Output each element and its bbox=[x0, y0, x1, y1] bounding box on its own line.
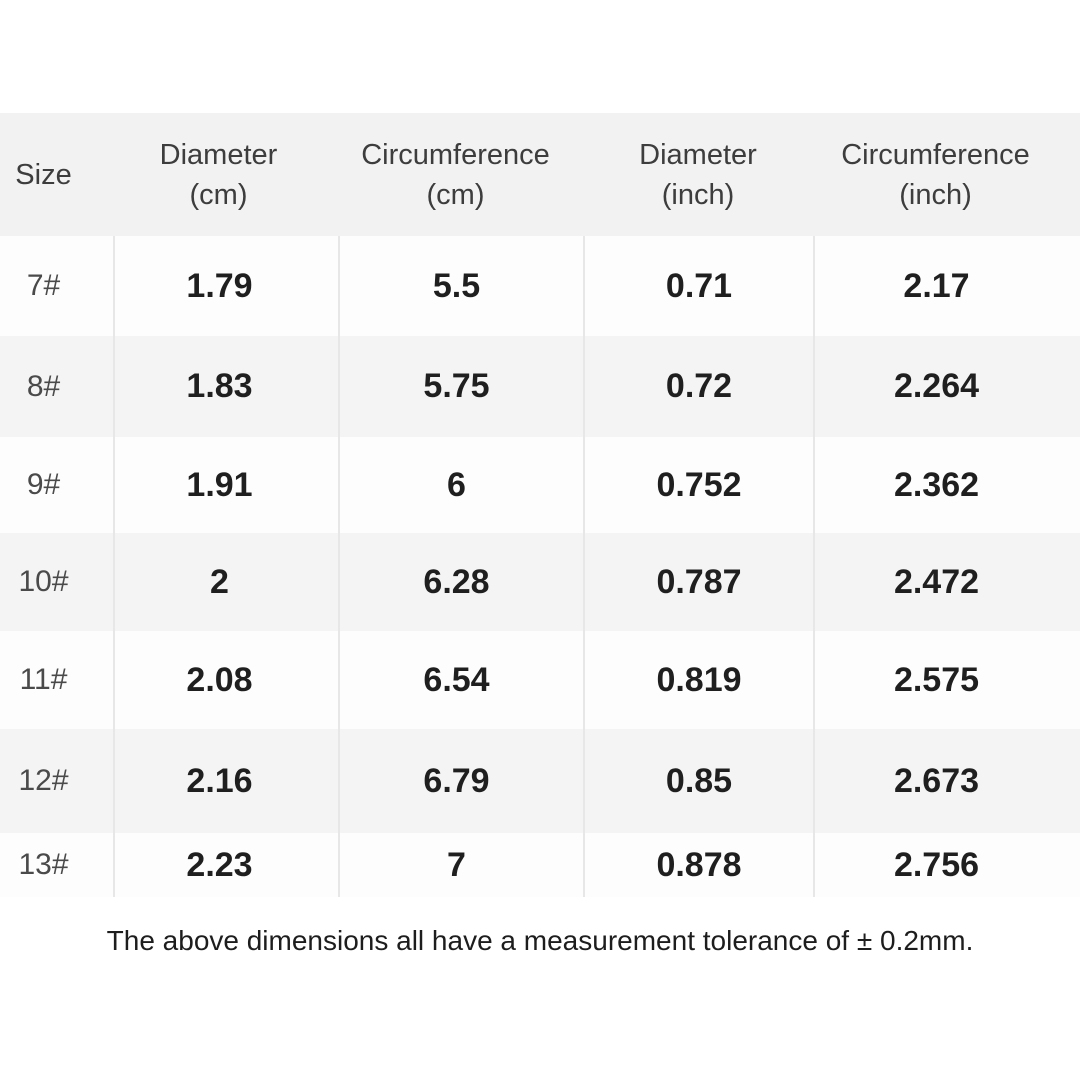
cell-diameter-cm: 1.83 bbox=[113, 336, 338, 437]
cell-circumference-cm: 6.79 bbox=[338, 729, 583, 833]
table-row: 13# 2.23 7 0.878 2.756 bbox=[0, 833, 1080, 897]
table-header-row: Size Diameter (cm) Circumference (cm) Di… bbox=[0, 113, 1080, 236]
cell-circumference-cm: 5.5 bbox=[338, 236, 583, 336]
cell-size: 10# bbox=[18, 565, 69, 598]
header-label-circumference-cm: Circumference bbox=[361, 138, 550, 171]
header-unit-diameter-inch: (inch) bbox=[661, 178, 735, 211]
table-row: 8# 1.83 5.75 0.72 2.264 bbox=[0, 336, 1080, 437]
cell-diameter-cm: 2.16 bbox=[113, 729, 338, 833]
cell-size: 11# bbox=[19, 663, 68, 696]
cell-circumference-inch: 2.362 bbox=[813, 437, 1080, 533]
cell-diameter-inch: 0.71 bbox=[583, 236, 813, 336]
cell-diameter-cm: 1.79 bbox=[113, 236, 338, 336]
header-cell-size: Size bbox=[0, 113, 113, 236]
header-label-diameter-inch: Diameter bbox=[639, 138, 757, 171]
cell-circumference-cm: 7 bbox=[338, 833, 583, 897]
cell-size: 7# bbox=[26, 269, 61, 302]
cell-circumference-cm: 6.28 bbox=[338, 533, 583, 631]
cell-diameter-inch: 0.752 bbox=[583, 437, 813, 533]
cell-diameter-inch: 0.85 bbox=[583, 729, 813, 833]
cell-size: 12# bbox=[18, 764, 69, 797]
header-label-circumference-inch: Circumference bbox=[841, 138, 1030, 171]
header-cell-circumference-inch: Circumference (inch) bbox=[813, 113, 1080, 236]
cell-diameter-inch: 0.787 bbox=[583, 533, 813, 631]
table-row: 12# 2.16 6.79 0.85 2.673 bbox=[0, 729, 1080, 833]
ring-size-chart: Size Diameter (cm) Circumference (cm) Di… bbox=[0, 113, 1080, 897]
cell-circumference-inch: 2.264 bbox=[813, 336, 1080, 437]
header-cell-circumference-cm: Circumference (cm) bbox=[338, 113, 583, 236]
table-row: 11# 2.08 6.54 0.819 2.575 bbox=[0, 631, 1080, 729]
header-cell-diameter-inch: Diameter (inch) bbox=[583, 113, 813, 236]
tolerance-note: The above dimensions all have a measurem… bbox=[106, 925, 974, 956]
cell-circumference-inch: 2.756 bbox=[813, 833, 1080, 897]
table-row: 10# 2 6.28 0.787 2.472 bbox=[0, 533, 1080, 631]
cell-diameter-cm: 2.08 bbox=[113, 631, 338, 729]
table-row: 7# 1.79 5.5 0.71 2.17 bbox=[0, 236, 1080, 336]
cell-circumference-cm: 6.54 bbox=[338, 631, 583, 729]
cell-diameter-cm: 2 bbox=[113, 533, 338, 631]
cell-circumference-cm: 5.75 bbox=[338, 336, 583, 437]
cell-diameter-cm: 1.91 bbox=[113, 437, 338, 533]
header-unit-circumference-inch: (inch) bbox=[899, 178, 972, 211]
cell-circumference-inch: 2.673 bbox=[813, 729, 1080, 833]
cell-circumference-inch: 2.575 bbox=[813, 631, 1080, 729]
cell-circumference-inch: 2.472 bbox=[813, 533, 1080, 631]
header-cell-diameter-cm: Diameter (cm) bbox=[113, 113, 338, 236]
cell-circumference-cm: 6 bbox=[338, 437, 583, 533]
header-unit-circumference-cm: (cm) bbox=[426, 178, 485, 211]
header-unit-diameter-cm: (cm) bbox=[189, 178, 248, 211]
cell-size: 8# bbox=[26, 369, 61, 403]
cell-diameter-cm: 2.23 bbox=[113, 833, 338, 897]
cell-diameter-inch: 0.878 bbox=[583, 833, 813, 897]
cell-circumference-inch: 2.17 bbox=[813, 236, 1080, 336]
cell-size: 13# bbox=[18, 848, 69, 881]
cell-size: 9# bbox=[26, 468, 61, 501]
header-label-size: Size bbox=[15, 158, 72, 191]
cell-diameter-inch: 0.819 bbox=[583, 631, 813, 729]
table-row: 9# 1.91 6 0.752 2.362 bbox=[0, 437, 1080, 533]
cell-diameter-inch: 0.72 bbox=[583, 336, 813, 437]
header-label-diameter-cm: Diameter bbox=[159, 138, 278, 171]
